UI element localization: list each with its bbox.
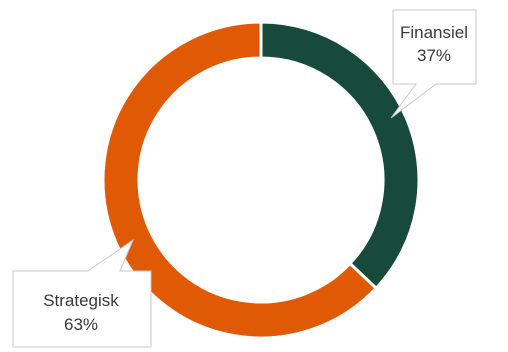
callout-strategisk: Strategisk 63% (12, 238, 152, 348)
callouts-layer: Finansiel 37% Strategisk 63% (12, 9, 477, 348)
callout-strategisk-label: Strategisk (43, 291, 119, 310)
callout-finansiel-value: 37% (417, 46, 451, 65)
callout-strategisk-value: 63% (64, 315, 98, 334)
slice-strategisk (101, 20, 379, 340)
slice-finansiel (259, 20, 421, 291)
callout-finansiel-box (390, 9, 477, 119)
callout-finansiel-label: Finansiel (400, 23, 468, 42)
callout-finansiel: Finansiel 37% (390, 9, 477, 119)
callout-strategisk-box (12, 238, 152, 348)
slices-layer (101, 20, 421, 340)
